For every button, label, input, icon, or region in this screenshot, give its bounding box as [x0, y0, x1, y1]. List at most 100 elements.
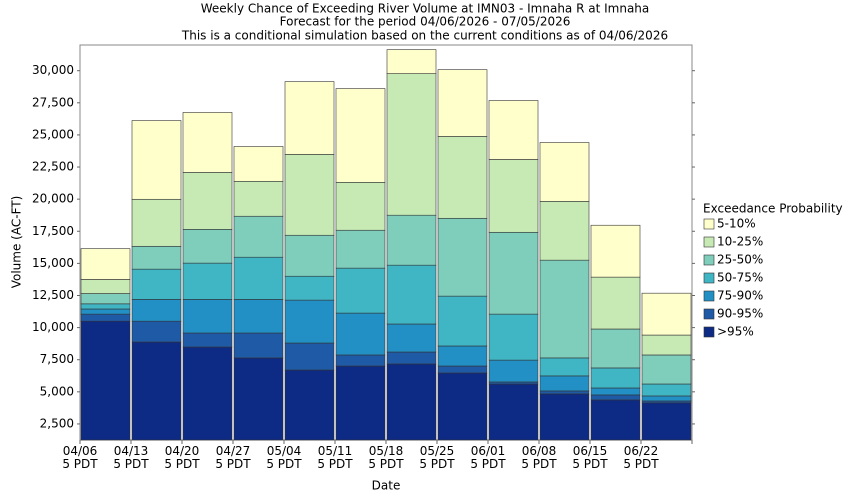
plot-area: [79, 44, 693, 441]
bar-segment: [590, 367, 641, 389]
bar-segment: [488, 313, 539, 361]
bar-segment: [335, 182, 386, 231]
bar-segment: [386, 214, 437, 266]
bar-segment: [80, 303, 131, 310]
bar-segment: [284, 342, 335, 371]
y-tick-label: 12,500: [32, 288, 74, 302]
bar-segment: [488, 100, 539, 160]
legend-label: 50-75%: [717, 271, 763, 285]
bar-segment: [590, 394, 641, 401]
bar-segment: [131, 120, 182, 200]
legend-swatch: [703, 308, 715, 320]
bar-segment: [539, 357, 590, 377]
chart-title: Weekly Chance of Exceeding River Volume …: [201, 2, 650, 16]
bar-segment: [284, 234, 335, 277]
bar-segment: [335, 354, 386, 367]
bar-segment: [284, 275, 335, 301]
bar-segment: [641, 395, 692, 402]
legend-label: 90-95%: [717, 307, 763, 321]
bar-segment: [284, 154, 335, 236]
bar-segment: [131, 268, 182, 300]
legend-label: 10-25%: [717, 235, 763, 249]
legend-swatch: [703, 236, 715, 248]
bar-segment: [131, 320, 182, 343]
bar-segment: [590, 276, 641, 330]
legend-label: 25-50%: [717, 253, 763, 267]
bar-segment: [437, 217, 488, 297]
bar-segment: [488, 359, 539, 383]
bar-segment: [386, 351, 437, 365]
bar-segment: [641, 402, 692, 441]
bar-segment: [641, 354, 692, 385]
x-tick-label: 04/27 5 PDT: [215, 444, 251, 471]
x-axis-label: Date: [372, 479, 401, 493]
bar-segment: [590, 399, 641, 441]
bar-segment: [488, 231, 539, 315]
bar-segment: [335, 267, 386, 314]
bar-segment: [182, 346, 233, 441]
chart-subtitle: This is a conditional simulation based o…: [181, 29, 668, 43]
x-tick-label: 06/22 5 PDT: [623, 444, 659, 471]
bar-segment: [539, 390, 590, 395]
y-tick-label: 15,000: [32, 256, 74, 270]
bar-segment: [233, 332, 284, 359]
bar-segment: [182, 332, 233, 348]
bar-segment: [182, 229, 233, 264]
bar-segment: [488, 383, 539, 441]
bar-segment: [80, 293, 131, 305]
x-tick-label: 04/13 5 PDT: [113, 444, 149, 471]
y-tick-label: 22,500: [32, 160, 74, 174]
y-tick-label: 5,000: [40, 384, 74, 398]
bar-segment: [539, 259, 590, 359]
bar-segment: [233, 180, 284, 217]
legend-swatch: [703, 290, 715, 302]
x-tick-label: 05/04 5 PDT: [266, 444, 302, 471]
bar-segment: [131, 245, 182, 270]
bar-segment: [488, 381, 539, 385]
bar-segment: [233, 256, 284, 300]
bar-segment: [80, 320, 131, 441]
bar-segment: [131, 299, 182, 322]
y-tick-label: 30,000: [32, 63, 74, 77]
y-tick-label: 17,500: [32, 224, 74, 238]
bar-segment: [386, 323, 437, 353]
bar-segment: [335, 365, 386, 441]
bar-segment: [539, 375, 590, 392]
y-tick-label: 27,500: [32, 95, 74, 109]
y-tick-label: 2,500: [40, 416, 74, 430]
x-tick-label: 06/15 5 PDT: [572, 444, 608, 471]
bar-segment: [386, 49, 437, 74]
bar-segment: [182, 299, 233, 334]
bar-segment: [539, 201, 590, 261]
bar-segment: [182, 262, 233, 300]
bar-segment: [437, 136, 488, 219]
bar-segment: [590, 328, 641, 369]
bar-segment: [641, 334, 692, 356]
legend-swatch: [703, 254, 715, 266]
bar-segment: [284, 81, 335, 155]
y-axis-label: Volume (AC-FT): [10, 196, 24, 289]
bar-segment: [131, 198, 182, 247]
bar-segment: [182, 112, 233, 173]
bar-segment: [437, 372, 488, 441]
legend-label: 5-10%: [717, 217, 756, 231]
x-tick-label: 04/20 5 PDT: [164, 444, 200, 471]
x-tick-label: 05/18 5 PDT: [368, 444, 404, 471]
bar-segment: [80, 248, 131, 280]
bar-segment: [284, 299, 335, 344]
bar-segment: [590, 224, 641, 278]
y-tick-label: 7,500: [40, 352, 74, 366]
bar-segment: [590, 387, 641, 396]
bar-segment: [437, 345, 488, 367]
bar-segment: [233, 146, 284, 182]
x-tick-label: 05/11 5 PDT: [317, 444, 353, 471]
y-tick-label: 20,000: [32, 192, 74, 206]
legend-label: 75-90%: [717, 289, 763, 303]
bar-segment: [233, 357, 284, 441]
bar-segment: [233, 299, 284, 334]
y-tick-label: 10,000: [32, 320, 74, 334]
bar-segment: [284, 369, 335, 441]
legend-label: >95%: [717, 325, 754, 339]
bar-segment: [80, 308, 131, 315]
